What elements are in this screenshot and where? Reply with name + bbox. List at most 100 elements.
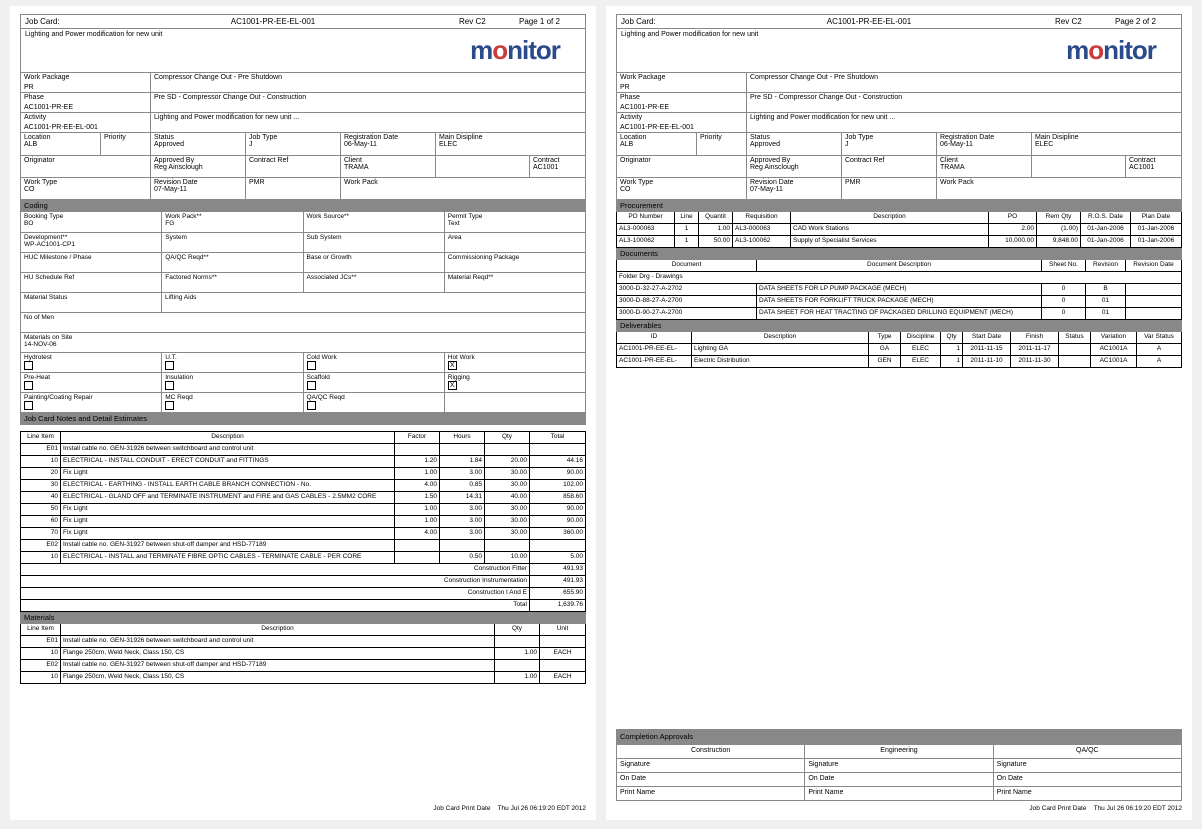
est-row: 10ELECTRICAL - INSTALL CONDUIT - ERECT C… (21, 455, 585, 467)
est-row: E02Install cable no. GEN-31927 between s… (21, 539, 585, 551)
wp-lbl: Work Package (24, 74, 147, 84)
appr-row: SignatureSignatureSignature (617, 758, 1181, 772)
meta-phase-2: PhaseAC1001-PR-EE Pre SD - Compressor Ch… (616, 93, 1182, 113)
disc-val: ELEC (439, 141, 582, 148)
wp-val-2: Compressor Change Out - Pre Shutdown (750, 74, 1178, 84)
wpack-lbl: Work Pack (344, 179, 582, 186)
hdr-code-2: AC1001-PR-EE-EL-001 (687, 15, 1051, 28)
revd-lbl-2: Revision Date (750, 179, 838, 186)
coding-cell: Factored Norms** (162, 272, 303, 292)
wp-lbl-2: Work Package (620, 74, 743, 84)
logo-o: o (492, 35, 507, 66)
revd-val: 07-May-11 (154, 186, 242, 193)
wtype-lbl: Work Type (24, 179, 147, 186)
subtitle: Lighting and Power modification for new … (21, 29, 445, 72)
appby-lbl-2: Approved By (750, 157, 838, 164)
appr-cell: On Date (617, 772, 805, 786)
act-val-2: Lighting and Power modification for new … (750, 114, 1178, 124)
loc-lbl-2: Location (620, 134, 693, 141)
logo-2: monitor (1041, 29, 1181, 72)
wp-sub: PR (24, 84, 147, 91)
pmr-lbl: PMR (249, 179, 337, 186)
est-col: Line Item (21, 432, 61, 443)
loc-val-2: ALB (620, 141, 693, 148)
hdr-page: Page 1 of 2 (515, 15, 585, 28)
logo-post-2: nitor (1103, 35, 1156, 66)
info-grid: LocationALB Priority StatusApproved Job … (20, 133, 586, 200)
contract-val: AC1001 (533, 164, 582, 171)
est-row: E01Install cable no. GEN-31926 between s… (21, 443, 585, 455)
act-sub: AC1001-PR-EE-EL-001 (24, 124, 147, 131)
header-row: Job Card: AC1001-PR-EE-EL-001 Rev C2 Pag… (20, 14, 586, 29)
deliv-table: IDDescriptionTypeDisciplineQtyStart Date… (616, 332, 1182, 368)
deliv-col: Status (1059, 332, 1091, 343)
coding-cell: QA/QC Reqd** (162, 252, 303, 272)
proc-bar: Procurement (616, 200, 1182, 212)
proc-table: PO NumberLineQuantitRequisitionDescripti… (616, 212, 1182, 248)
pri-lbl-2: Priority (700, 134, 743, 141)
appr-cell: On Date (994, 772, 1181, 786)
reg-val-2: 06-May-11 (940, 141, 1028, 148)
coding-cell: Hydrotest (21, 352, 162, 372)
coding-cell: Work Pack**FG (162, 212, 303, 232)
deliv-col: Start Date (963, 332, 1011, 343)
proc-row: AL3-100062150.00AL3-100062Supply of Spec… (617, 235, 1181, 247)
mat-row: E01Install cable no. GEN-31926 between s… (21, 635, 585, 647)
est-total-row: Total1,639.76 (21, 599, 585, 611)
loc-val: ALB (24, 141, 97, 148)
materials-bar: Materials (20, 612, 586, 624)
coding-cell (445, 392, 585, 412)
appr-cell: Print Name (994, 786, 1181, 800)
contract-lbl: Contract (533, 157, 582, 164)
page-1: Job Card: AC1001-PR-EE-EL-001 Rev C2 Pag… (10, 6, 596, 820)
footer-val: Thu Jul 26 06:19:20 EDT 2012 (498, 805, 586, 812)
phase-val-2: Pre SD - Compressor Change Out - Constru… (750, 94, 1178, 104)
jt-lbl-2: Job Type (845, 134, 933, 141)
est-total-row: Construction Instrumentation491.93 (21, 575, 585, 587)
footer-2: Job Card Print Date Thu Jul 26 06:19:20 … (616, 801, 1182, 812)
jt-val-2: J (845, 141, 933, 148)
coding-cell: Scaffold (304, 372, 445, 392)
est-col: Hours (440, 432, 485, 443)
wpack-lbl-2: Work Pack (940, 179, 1178, 186)
stat-lbl-2: Status (750, 134, 838, 141)
appr-col: QA/QC (994, 744, 1181, 758)
pmr-lbl-2: PMR (845, 179, 933, 186)
footer: Job Card Print Date Thu Jul 26 06:19:20 … (20, 801, 586, 812)
appr-col: Engineering (805, 744, 993, 758)
hdr-rev: Rev C2 (455, 15, 515, 28)
reg-lbl: Registration Date (344, 134, 432, 141)
coding-cell: Associated JCs** (304, 272, 445, 292)
coding-cell: System (162, 232, 303, 252)
coding-cell: Area (445, 232, 585, 252)
jt-val: J (249, 141, 337, 148)
deliv-col: Var Status (1137, 332, 1181, 343)
client-lbl-2: Client (940, 157, 1028, 164)
est-col: Description (61, 432, 395, 443)
phase-sub-2: AC1001-PR-EE (620, 104, 743, 111)
reg-lbl-2: Registration Date (940, 134, 1028, 141)
coding-cell: Material Reqd** (445, 272, 585, 292)
est-row: 70Fix Light4.003.0030.00360.00 (21, 527, 585, 539)
notes-bar: Job Card Notes and Detail Estimates (20, 413, 586, 425)
mat-row: E02Install cable no. GEN-31927 between s… (21, 659, 585, 671)
coding-bar: Coding (20, 200, 586, 212)
deliv-col: Type (869, 332, 901, 343)
est-row: 30ELECTRICAL - EARTHING - INSTALL EARTH … (21, 479, 585, 491)
proc-col: Quantit (699, 212, 733, 223)
jt-lbl: Job Type (249, 134, 337, 141)
coding-cell: Work Source** (304, 212, 445, 232)
meta-phase: PhaseAC1001-PR-EE Pre SD - Compressor Ch… (20, 93, 586, 113)
subheader: Lighting and Power modification for new … (20, 29, 586, 73)
phase-lbl-2: Phase (620, 94, 743, 104)
deliv-col: Variation (1091, 332, 1137, 343)
est-row: 60Fix Light1.003.0030.0090.00 (21, 515, 585, 527)
meta-workpackage-2: Work PackagePR Compressor Change Out - P… (616, 73, 1182, 93)
coding-cell: HU Schedule Ref (21, 272, 162, 292)
cref-lbl-2: Contract Ref (845, 157, 933, 164)
orig-lbl: Originator (24, 157, 147, 164)
phase-lbl: Phase (24, 94, 147, 104)
deliv-col: Finish (1011, 332, 1059, 343)
logo: monitor (445, 29, 585, 72)
coding-cell: Hot WorkX (445, 352, 585, 372)
